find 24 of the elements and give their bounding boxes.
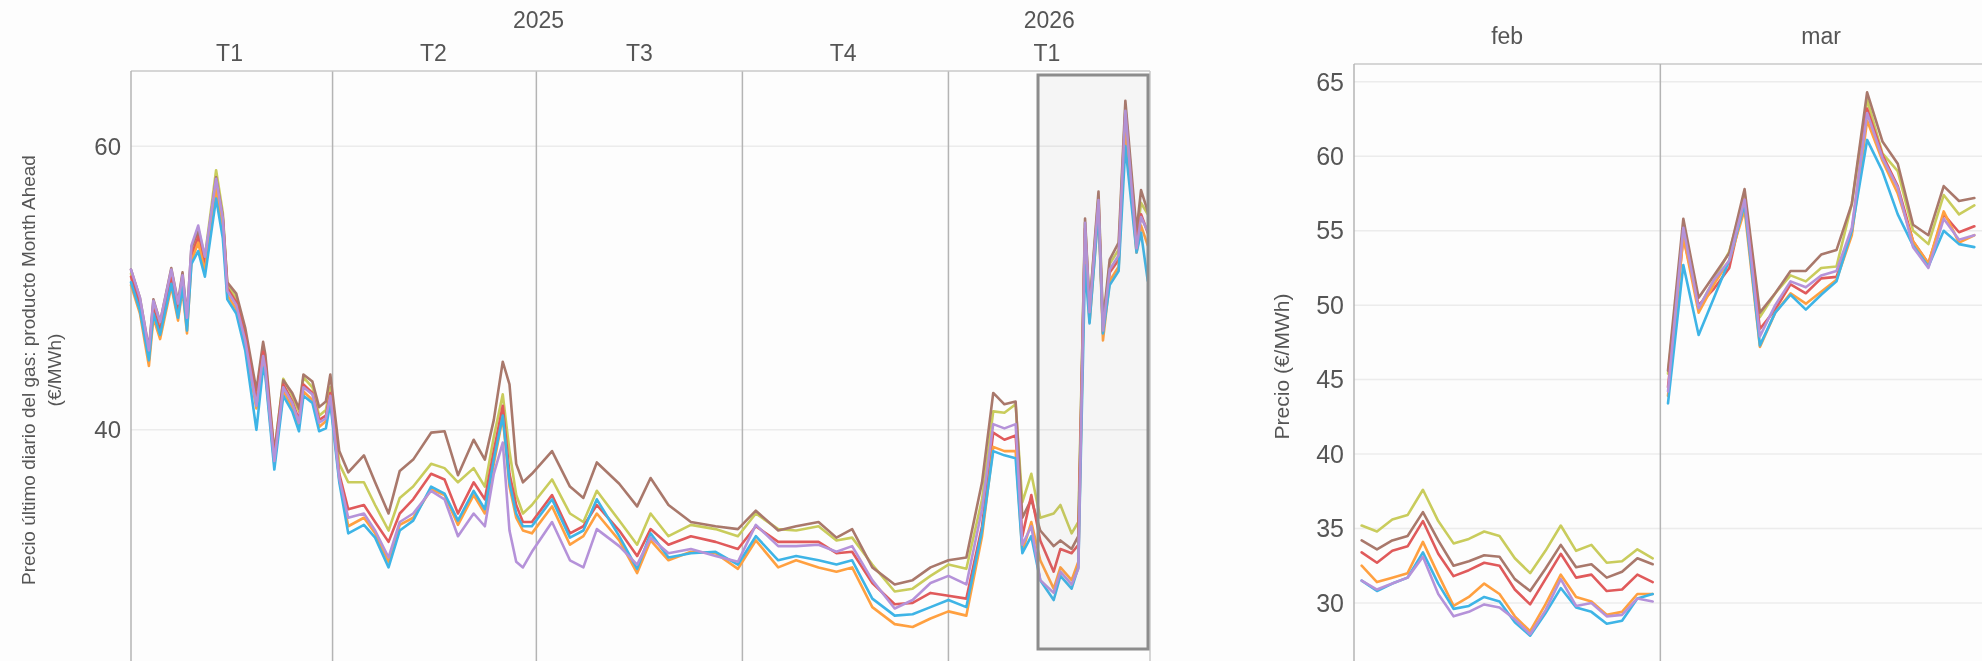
y-tick-label: 60 [1316,142,1344,171]
line-series [1360,488,1654,575]
y-tick-label: 60 [94,132,121,160]
text: mar [1801,23,1842,49]
y-tick-label: 35 [1316,514,1344,543]
x-tick-label: T3 [625,40,653,66]
y-tick-label: 50 [1316,290,1344,319]
line-series [1360,519,1654,606]
y-axis-title: Precio último diario del gas: producto Month Ahead (€/MWh) [17,155,65,585]
y-tick-label: 55 [1316,216,1344,245]
x2-tick-label: 2025 [513,7,565,33]
x-tick-label: T2 [419,40,447,66]
x-tick-label: T1 [216,40,243,66]
y-axis-title: Precio (€/MWh) [1270,293,1294,440]
x-tick-label: T4 [829,40,857,66]
y-tick-label: 40 [1316,439,1344,468]
text: feb [1491,23,1524,49]
y-tick-label: 65 [1316,67,1344,96]
y-tick-label: 30 [1316,588,1344,617]
x-tick-label: T1 [1033,40,1061,66]
x2-tick-label: 2026 [1023,7,1075,33]
line-series [1360,510,1654,593]
y-tick-label: 45 [1316,365,1344,394]
y-tick-label: 40 [94,416,121,444]
